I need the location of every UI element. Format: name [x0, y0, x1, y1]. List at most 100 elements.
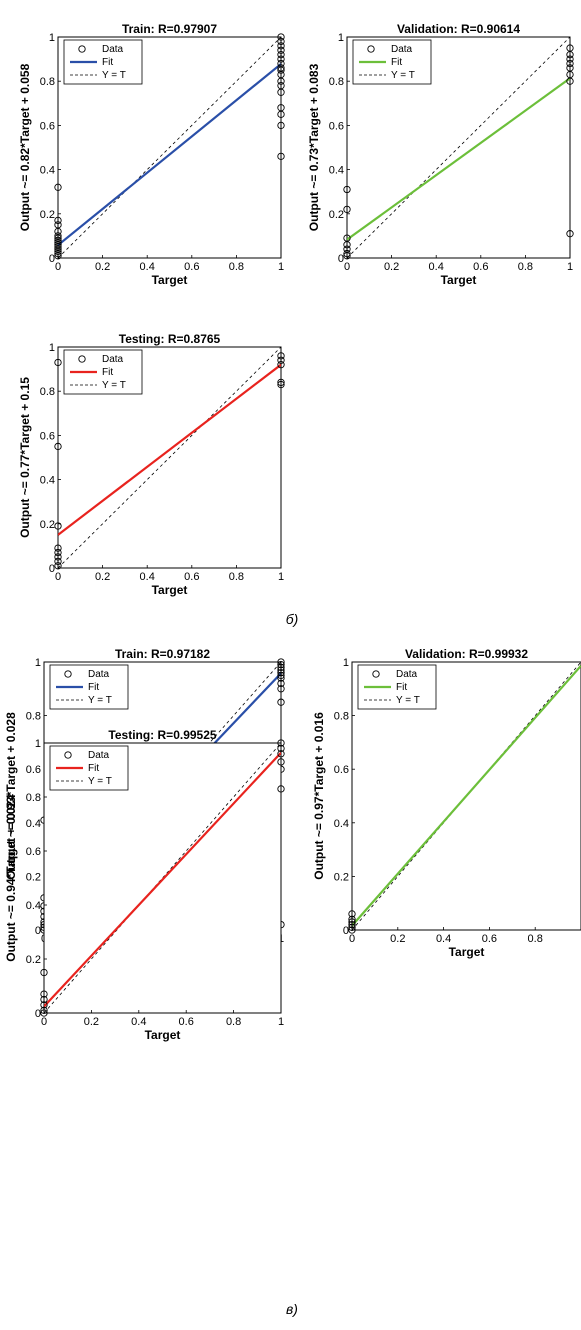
x-tick-label: 0.8	[229, 261, 244, 273]
data-point	[277, 666, 285, 674]
x-tick-label: 0.2	[84, 1016, 99, 1028]
y-tick-label: 0.6	[40, 430, 55, 442]
data-point	[277, 380, 285, 389]
legend-label-yt: Y = T	[102, 70, 126, 81]
fit-line	[352, 665, 581, 927]
y-axis-label: Output ~= 0.82*Target + 0.058	[18, 63, 32, 231]
chart-title: Testing: R=0.8765	[119, 332, 221, 346]
x-tick-label: 1	[278, 1016, 284, 1028]
y-tick-label: 0.2	[40, 209, 55, 221]
y-axis-label: Output ~= 0.94*Target + 0.024	[4, 794, 18, 962]
y-tick-label: 0.8	[26, 711, 41, 723]
legend-label-yt: Y = T	[391, 70, 415, 81]
data-point	[277, 671, 285, 680]
chart-title: Train: R=0.97182	[115, 647, 210, 661]
y-tick-label: 0.8	[40, 76, 55, 88]
y-tick-label: 0.8	[26, 792, 41, 804]
data-point	[566, 55, 574, 63]
data-point	[348, 915, 356, 923]
identity-line	[58, 347, 281, 568]
data-point	[566, 59, 574, 68]
x-axis-label: Target	[449, 945, 485, 959]
y-tick-label: 0.2	[26, 954, 41, 966]
data-point	[54, 216, 62, 225]
y-tick-label: 1	[49, 32, 55, 44]
data-point	[277, 744, 285, 753]
data-point	[277, 121, 285, 130]
x-tick-label: 0.2	[390, 933, 405, 945]
x-tick-label: 1	[278, 571, 284, 583]
legend: Data Fit Y = T	[352, 39, 432, 85]
x-tick-label: 0.2	[384, 261, 399, 273]
data-point	[40, 990, 48, 998]
data-point	[277, 750, 285, 758]
legend-label-yt: Y = T	[88, 695, 112, 706]
data-point	[348, 918, 356, 926]
x-tick-label: 0.2	[95, 571, 110, 583]
caption-b: б)	[286, 611, 299, 627]
chart-title: Testing: R=0.99525	[108, 728, 216, 742]
x-tick-label: 0.8	[226, 1016, 241, 1028]
data-point	[277, 152, 285, 160]
chart-panel-1: 0 0.2 0.4 0.6 0.8 1 0 0.2 0.4 0.6 0.8 1 Train: R=0.9…	[18, 22, 285, 287]
y-axis-label: Output ~= 0.97*Target + 0.016	[312, 712, 326, 880]
fit-line	[44, 751, 281, 1008]
y-tick-label: 0.6	[26, 846, 41, 858]
x-axis-label: Target	[441, 273, 477, 287]
legend-label-data: Data	[102, 44, 124, 55]
data-point	[54, 442, 62, 451]
legend-label-data: Data	[88, 750, 110, 761]
data-point	[277, 758, 285, 766]
x-tick-label: 0	[55, 571, 61, 583]
x-tick-label: 0	[349, 933, 355, 945]
y-tick-label: 0	[49, 253, 55, 265]
data-point	[40, 968, 48, 977]
y-tick-label: 0.2	[26, 871, 41, 883]
chart-panel-6: 0 0.2 0.4 0.6 0.8 1 0 0.2 0.4 0.6 0.8 1 Testing: R=0…	[4, 728, 285, 1042]
y-tick-label: 1	[343, 657, 349, 669]
data-point	[40, 1006, 48, 1014]
data-point	[277, 698, 285, 706]
data-point	[54, 544, 62, 552]
data-point	[277, 64, 285, 72]
legend-label-yt: Y = T	[88, 776, 112, 787]
legend-label-fit: Fit	[88, 763, 99, 774]
data-point	[566, 230, 574, 238]
data-point	[40, 1009, 48, 1017]
data-point	[40, 995, 48, 1004]
y-tick-label: 0.8	[329, 76, 344, 88]
legend-label-fit: Fit	[102, 367, 113, 378]
y-tick-label: 0	[35, 1008, 41, 1020]
legend-marker-data	[64, 751, 72, 759]
legend-marker-data	[372, 670, 380, 678]
y-tick-label: 1	[35, 657, 41, 669]
legend-label-data: Data	[88, 669, 110, 680]
legend-marker-data	[78, 45, 86, 53]
data-point	[54, 553, 62, 561]
data-point	[277, 674, 285, 682]
y-tick-label: 1	[49, 342, 55, 354]
chart-title: Validation: R=0.90614	[397, 22, 520, 36]
y-tick-label: 0	[35, 925, 41, 937]
data-point	[277, 356, 285, 364]
y-tick-label: 0.6	[334, 764, 349, 776]
data-point	[566, 44, 574, 52]
data-point	[54, 562, 62, 570]
identity-line	[58, 37, 281, 258]
legend: Data Fit Y = T	[49, 745, 129, 791]
data-point	[277, 352, 285, 360]
y-tick-label: 0.4	[26, 900, 41, 912]
data-point	[277, 679, 285, 688]
y-tick-label: 0.8	[334, 711, 349, 723]
data-point	[277, 663, 285, 672]
legend: Data Fit Y = T	[63, 349, 143, 395]
y-tick-label: 0	[49, 563, 55, 575]
data-point	[343, 185, 351, 194]
x-tick-label: 0.4	[140, 571, 155, 583]
y-axis-label: Output ~= 0.93*Target + 0.028	[4, 712, 18, 880]
data-point	[277, 46, 285, 54]
legend-marker-data	[64, 670, 72, 678]
data-point	[40, 1001, 48, 1009]
legend: Data Fit Y = T	[357, 664, 437, 710]
data-point	[54, 548, 62, 557]
